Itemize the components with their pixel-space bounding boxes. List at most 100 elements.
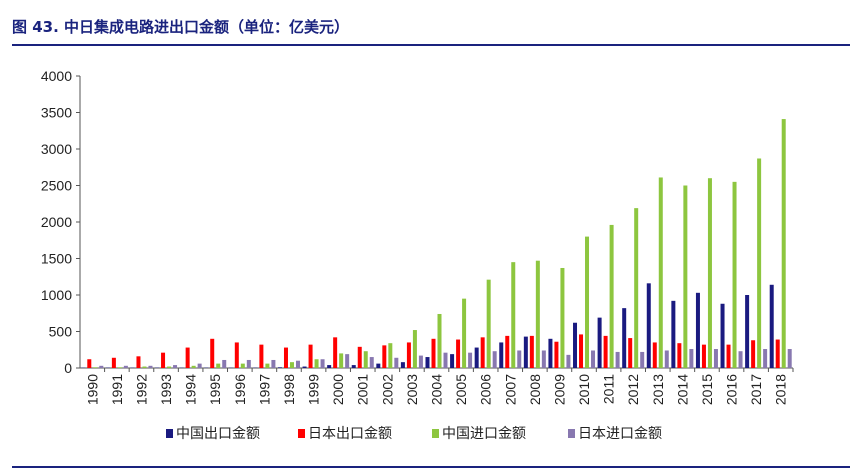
- bar: [751, 340, 756, 368]
- y-tick-label: 3500: [41, 105, 72, 121]
- x-tick-label: 2003: [404, 374, 420, 405]
- bar: [376, 363, 381, 368]
- bar: [412, 330, 417, 368]
- bar: [474, 347, 479, 368]
- bar: [615, 351, 620, 368]
- bar: [713, 349, 718, 368]
- x-tick-label: 2010: [576, 374, 592, 405]
- bar: [327, 365, 332, 368]
- x-tick-label: 2008: [527, 374, 543, 405]
- x-tick-label: 2016: [724, 374, 740, 405]
- x-tick-label: 2011: [601, 374, 617, 404]
- bar: [603, 335, 608, 368]
- y-tick-label: 4000: [41, 68, 72, 84]
- bar: [425, 357, 430, 368]
- bar: [123, 365, 128, 368]
- figure-header: 图 43. 中日集成电路进出口金额（单位：亿美元）: [12, 10, 850, 46]
- bar: [523, 336, 528, 368]
- x-tick-label: 1998: [281, 374, 297, 405]
- bar: [222, 359, 227, 368]
- bar: [99, 365, 104, 368]
- x-tick-label: 1991: [109, 374, 125, 405]
- figure-title: 图 43. 中日集成电路进出口金额（单位：亿美元）: [12, 18, 350, 36]
- legend-label: 日本进口金额: [578, 426, 662, 442]
- legend-label: 中国进口金额: [442, 426, 526, 442]
- x-tick-label: 2013: [650, 374, 666, 405]
- bar: [333, 337, 338, 368]
- bar: [517, 350, 522, 368]
- bar: [480, 337, 485, 368]
- x-tick-label: 2018: [773, 374, 789, 405]
- bar: [745, 295, 750, 368]
- bar: [437, 313, 442, 368]
- bar: [775, 339, 780, 368]
- bar: [148, 365, 153, 368]
- bar: [757, 158, 762, 368]
- bar: [388, 343, 393, 368]
- bar: [585, 236, 590, 368]
- bar: [363, 351, 368, 368]
- bar: [664, 350, 669, 368]
- bar: [658, 177, 663, 368]
- bar: [302, 366, 307, 368]
- x-tick-label: 1995: [207, 374, 223, 405]
- bar: [197, 363, 202, 368]
- bar: [462, 298, 467, 368]
- bar: [763, 349, 768, 368]
- bar: [548, 338, 553, 368]
- bar: [185, 347, 190, 368]
- bar: [566, 354, 571, 368]
- bar: [240, 363, 245, 368]
- bar: [726, 344, 731, 368]
- legend-swatch: [432, 429, 439, 438]
- bar: [579, 334, 584, 368]
- bar: [541, 350, 546, 368]
- bar: [560, 267, 565, 368]
- bar: [191, 365, 196, 368]
- legend-swatch: [166, 429, 173, 438]
- y-tick-label: 3000: [41, 141, 72, 157]
- bar: [652, 342, 657, 368]
- bar: [234, 342, 239, 368]
- x-tick-label: 2014: [674, 374, 690, 405]
- x-tick-label: 2009: [551, 374, 567, 405]
- bar: [573, 322, 578, 368]
- bar: [683, 185, 688, 368]
- bar: [554, 341, 559, 368]
- x-tick-label: 1994: [183, 374, 199, 405]
- x-tick-label: 2004: [429, 374, 445, 405]
- legend-label: 日本出口金额: [308, 426, 392, 442]
- bar: [499, 342, 504, 368]
- x-tick-label: 2012: [625, 374, 641, 405]
- bar: [210, 338, 215, 368]
- x-tick-label: 2000: [330, 374, 346, 405]
- bar: [431, 338, 436, 368]
- bar: [142, 366, 147, 368]
- bar: [646, 283, 651, 368]
- bar: [505, 335, 510, 368]
- bar: [400, 362, 405, 368]
- x-tick-label: 1992: [133, 374, 149, 405]
- x-tick-label: 2005: [453, 374, 469, 405]
- bar: [369, 357, 374, 368]
- bar: [265, 363, 270, 368]
- bar: [769, 284, 774, 368]
- bar: [167, 366, 172, 368]
- bar: [511, 262, 516, 368]
- bar: [781, 119, 786, 368]
- chart-bars: [81, 119, 792, 368]
- x-tick-label: 2017: [748, 374, 764, 405]
- bar: [492, 351, 497, 368]
- bar: [277, 367, 282, 368]
- bar: [486, 279, 491, 368]
- bar: [591, 350, 596, 368]
- bar: [787, 349, 792, 368]
- bar: [622, 308, 627, 368]
- y-tick-label: 2000: [41, 214, 72, 230]
- bar: [93, 367, 98, 368]
- x-tick-label: 2015: [699, 374, 715, 405]
- bar: [87, 359, 92, 368]
- bar: [720, 303, 725, 368]
- y-tick-label: 0: [64, 360, 72, 376]
